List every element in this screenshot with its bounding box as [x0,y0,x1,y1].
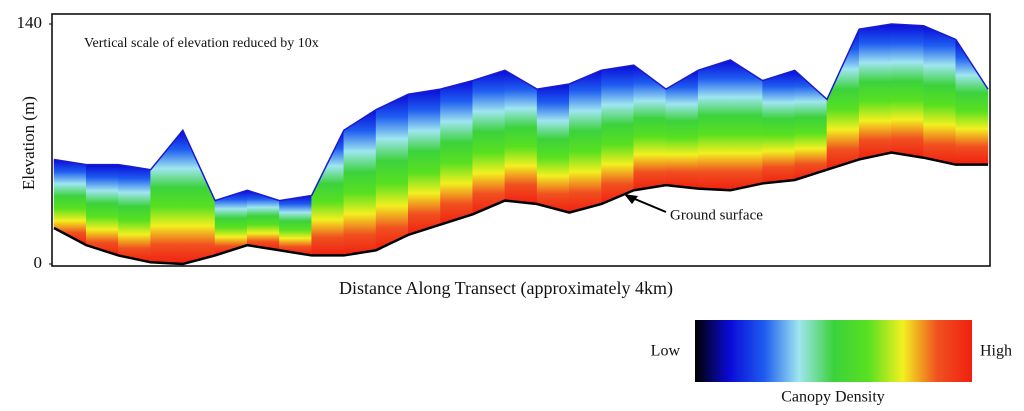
ground-label: Ground surface [670,207,763,223]
canopy-segment [569,69,602,213]
canopy-segment [408,88,441,236]
canopy-segment [923,25,957,165]
y-tick-label: 140 [17,13,43,32]
y-axis-label: Elevation (m) [19,96,38,190]
canopy-segment [891,23,924,159]
canopy-segment [343,109,377,256]
canopy-segment [601,64,634,205]
canopy-segment [375,93,409,251]
canopy-segment [536,83,570,213]
colorbar-high: High [980,343,1012,360]
canopy-segment [118,164,151,263]
ground-arrow [629,196,667,213]
colorbar-low: Low [651,343,681,360]
plot-area [53,23,989,266]
annotation: Vertical scale of elevation reduced by 1… [84,36,319,51]
y-tick-label: 0 [34,253,43,272]
canopy-segment [472,69,506,215]
canopy-segment [858,23,892,160]
canopy-segment [730,59,763,191]
canopy-segment [504,69,538,205]
canopy-segment [440,80,473,225]
canopy-segment [697,59,731,191]
canopy-segment [665,69,699,189]
colorbar [695,320,972,382]
ground-arrowhead [624,194,638,204]
canopy-top-line [53,23,989,202]
canopy-segment [279,195,312,256]
ground-line [53,151,988,266]
canopy-segment [85,164,119,256]
canopy-segment [762,69,796,184]
x-axis-label: Distance Along Transect (approximately 4… [339,278,673,299]
colorbar-title: Canopy Density [781,389,885,406]
